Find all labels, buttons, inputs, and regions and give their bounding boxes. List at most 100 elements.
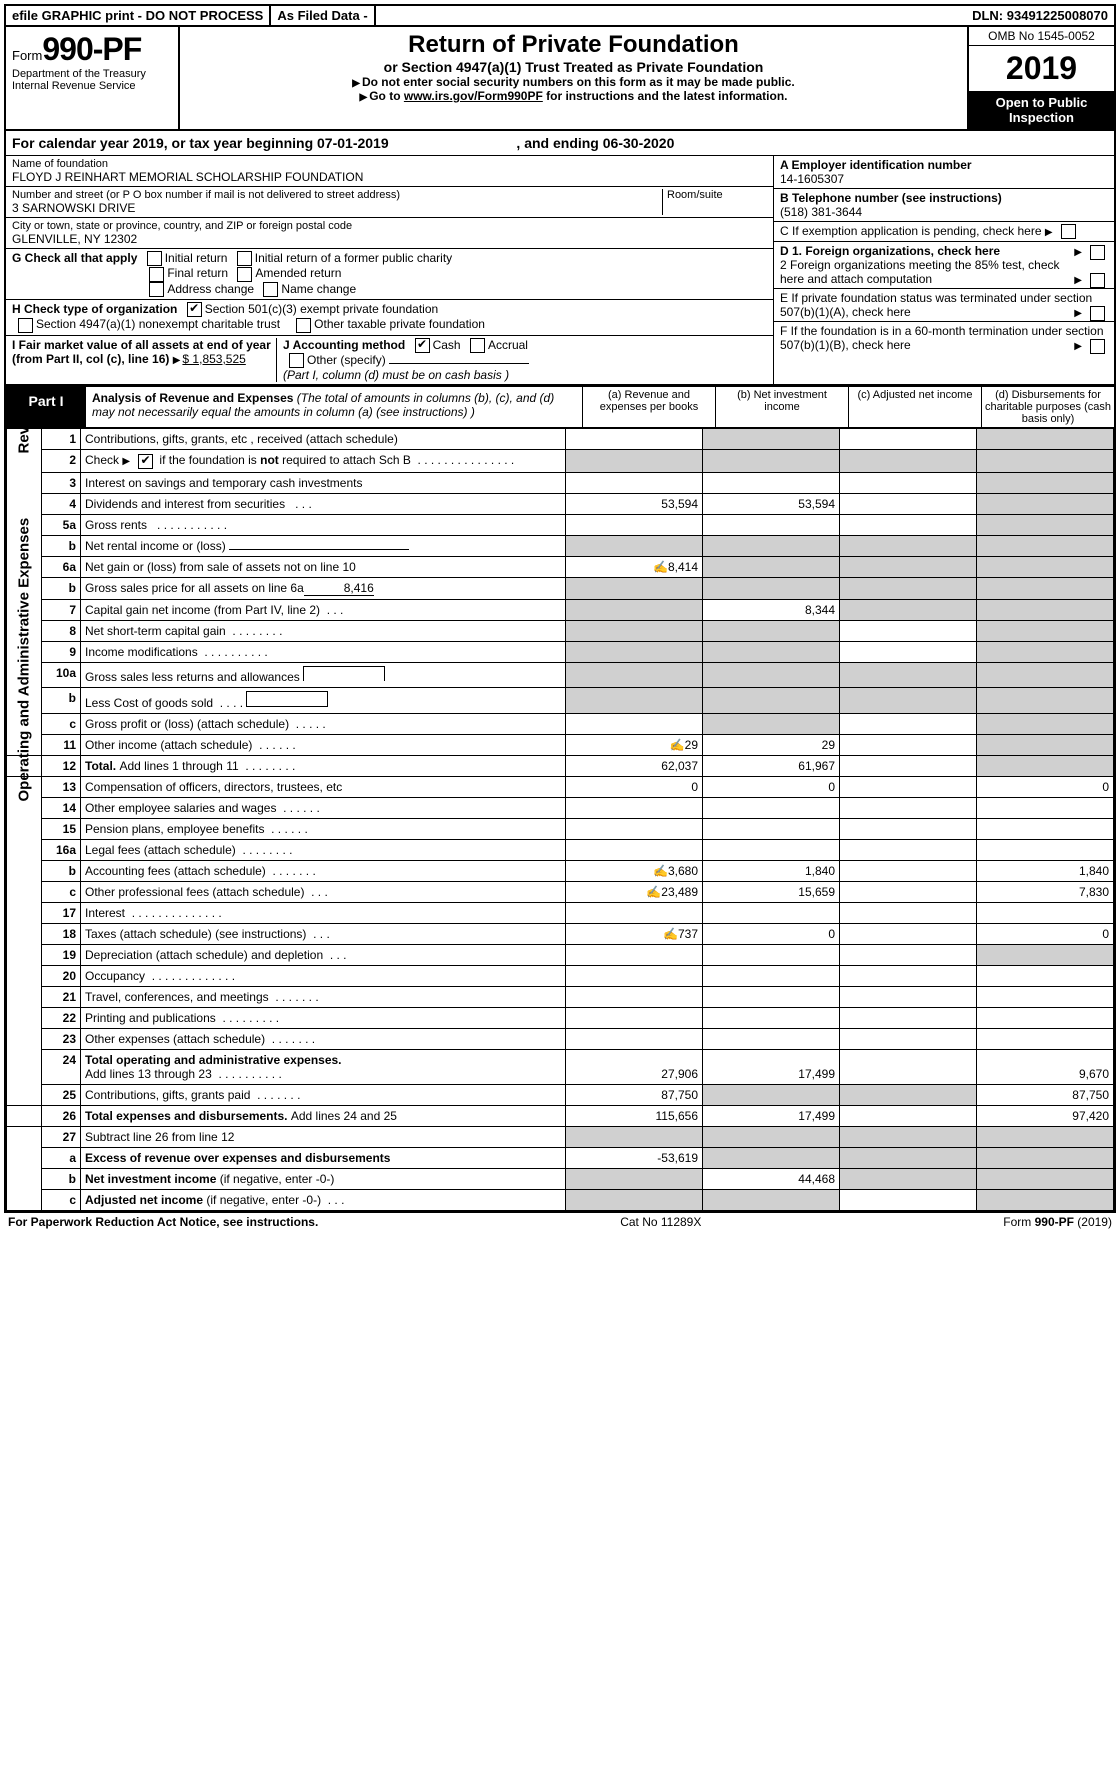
table-row: 22Printing and publications . . . . . . … bbox=[7, 1007, 1114, 1028]
line-num: 1 bbox=[42, 429, 81, 450]
city-value: GLENVILLE, NY 12302 bbox=[12, 232, 767, 246]
checkbox-cash[interactable] bbox=[415, 338, 430, 353]
checkbox-other[interactable] bbox=[289, 353, 304, 368]
city-row: City or town, state or province, country… bbox=[6, 218, 773, 249]
checkbox-name-change[interactable] bbox=[263, 282, 278, 297]
line-desc: Dividends and interest from securities .… bbox=[81, 493, 566, 514]
checkbox-initial-former[interactable] bbox=[237, 251, 252, 266]
g-opt-3: Amended return bbox=[255, 266, 341, 280]
checkbox-4947a1[interactable] bbox=[18, 318, 33, 333]
footer-left: For Paperwork Reduction Act Notice, see … bbox=[8, 1215, 318, 1229]
checkbox-c[interactable] bbox=[1061, 224, 1076, 239]
line-num: 17 bbox=[42, 902, 81, 923]
header-right: OMB No 1545-0052 2019 Open to Public Ins… bbox=[967, 27, 1114, 129]
line-desc: Pension plans, employee benefits . . . .… bbox=[81, 818, 566, 839]
checkbox-final-return[interactable] bbox=[149, 267, 164, 282]
line-num: 6a bbox=[42, 556, 81, 577]
top-bar: efile GRAPHIC print - DO NOT PROCESS As … bbox=[6, 6, 1114, 27]
checkbox-501c3[interactable] bbox=[187, 302, 202, 317]
checkbox-e[interactable] bbox=[1090, 306, 1105, 321]
line-num: 24 bbox=[42, 1049, 81, 1084]
amt-b: 17,499 bbox=[703, 1105, 840, 1126]
line-desc: Less Cost of goods sold . . . . bbox=[81, 687, 566, 713]
table-row: bGross sales price for all assets on lin… bbox=[7, 577, 1114, 599]
line-desc: Gross profit or (loss) (attach schedule)… bbox=[81, 713, 566, 734]
line-desc: Occupancy . . . . . . . . . . . . . bbox=[81, 965, 566, 986]
amt-b: 53,594 bbox=[703, 493, 840, 514]
line-desc: Total expenses and disbursements. Add li… bbox=[81, 1105, 566, 1126]
line-desc: Subtract line 26 from line 12 bbox=[81, 1126, 566, 1147]
table-row: 23Other expenses (attach schedule) . . .… bbox=[7, 1028, 1114, 1049]
line-desc: Interest . . . . . . . . . . . . . . bbox=[81, 902, 566, 923]
dln-label: DLN: bbox=[972, 8, 1003, 23]
header-row: Form990-PF Department of the Treasury In… bbox=[6, 27, 1114, 131]
line-desc: Other professional fees (attach schedule… bbox=[81, 881, 566, 902]
table-row: Revenue 1Contributions, gifts, grants, e… bbox=[7, 429, 1114, 450]
table-row: 19Depreciation (attach schedule) and dep… bbox=[7, 944, 1114, 965]
amt-a: 27,906 bbox=[566, 1049, 703, 1084]
line-num: 18 bbox=[42, 923, 81, 944]
line-num: 14 bbox=[42, 797, 81, 818]
attachment-icon[interactable]: ✍ bbox=[646, 864, 668, 878]
g-label: G Check all that apply bbox=[12, 251, 137, 265]
line-num: 8 bbox=[42, 620, 81, 641]
irs-link[interactable]: www.irs.gov/Form990PF bbox=[404, 89, 543, 103]
tax-year: 2019 bbox=[969, 46, 1114, 91]
table-row: cGross profit or (loss) (attach schedule… bbox=[7, 713, 1114, 734]
line-num: 22 bbox=[42, 1007, 81, 1028]
attachment-icon[interactable]: ✍ bbox=[663, 738, 685, 752]
line-num: c bbox=[42, 881, 81, 902]
line-desc: Check if the foundation is not required … bbox=[81, 450, 566, 472]
name-label: Name of foundation bbox=[12, 158, 767, 170]
table-row: 8Net short-term capital gain . . . . . .… bbox=[7, 620, 1114, 641]
dept-treasury: Department of the Treasury bbox=[12, 68, 172, 80]
section-c: C If exemption application is pending, c… bbox=[774, 222, 1114, 242]
g-opt-5: Name change bbox=[281, 282, 356, 296]
line-num: 10a bbox=[42, 662, 81, 687]
line-num: c bbox=[42, 713, 81, 734]
checkbox-d2[interactable] bbox=[1090, 273, 1105, 288]
line-desc: Compensation of officers, directors, tru… bbox=[81, 776, 566, 797]
attachment-icon[interactable]: ✍ bbox=[656, 927, 678, 941]
h-opt-3: Other taxable private foundation bbox=[314, 317, 485, 331]
checkbox-accrual[interactable] bbox=[470, 338, 485, 353]
checkbox-address-change[interactable] bbox=[149, 282, 164, 297]
amt-a: 62,037 bbox=[566, 755, 703, 776]
line-num: b bbox=[42, 535, 81, 556]
line-desc: Taxes (attach schedule) (see instruction… bbox=[81, 923, 566, 944]
amt-a: 87,750 bbox=[566, 1084, 703, 1105]
checkbox-other-taxable[interactable] bbox=[296, 318, 311, 333]
cal-begin: 07-01-2019 bbox=[317, 135, 389, 151]
line-desc: Contributions, gifts, grants, etc , rece… bbox=[81, 429, 566, 450]
expenses-side-label: Operating and Administrative Expenses bbox=[7, 776, 42, 1105]
arrow-icon bbox=[360, 89, 370, 103]
amt-a: 115,656 bbox=[566, 1105, 703, 1126]
attachment-icon[interactable]: ✍ bbox=[646, 560, 668, 574]
checkbox-d1[interactable] bbox=[1090, 245, 1105, 260]
attachment-icon[interactable]: ✍ bbox=[639, 885, 661, 899]
checkbox-amended[interactable] bbox=[237, 267, 252, 282]
table-row: 25Contributions, gifts, grants paid . . … bbox=[7, 1084, 1114, 1105]
checkbox-f[interactable] bbox=[1090, 339, 1105, 354]
cal-mid: , and ending bbox=[516, 135, 602, 151]
part1-title: Analysis of Revenue and Expenses bbox=[92, 391, 293, 405]
amt-a: ✍23,489 bbox=[566, 881, 703, 902]
form-subtitle: or Section 4947(a)(1) Trust Treated as P… bbox=[186, 59, 961, 75]
info-right: A Employer identification number 14-1605… bbox=[773, 156, 1114, 384]
table-row: 27Subtract line 26 from line 12 bbox=[7, 1126, 1114, 1147]
h-label: H Check type of organization bbox=[12, 302, 177, 316]
amt-b: 44,468 bbox=[703, 1168, 840, 1189]
foundation-name: FLOYD J REINHART MEMORIAL SCHOLARSHIP FO… bbox=[12, 170, 767, 184]
section-d: D 1. Foreign organizations, check here 2… bbox=[774, 242, 1114, 289]
table-row: 5aGross rents . . . . . . . . . . . bbox=[7, 514, 1114, 535]
table-row: 2Check if the foundation is not required… bbox=[7, 450, 1114, 472]
checkbox-sch-b[interactable] bbox=[138, 454, 153, 469]
checkbox-initial-return[interactable] bbox=[147, 251, 162, 266]
line-desc: Other employee salaries and wages . . . … bbox=[81, 797, 566, 818]
line-num: 15 bbox=[42, 818, 81, 839]
form-instruction-2: Go to www.irs.gov/Form990PF for instruct… bbox=[186, 89, 961, 103]
amt-b: 0 bbox=[703, 776, 840, 797]
dln-cell: DLN: 93491225008070 bbox=[966, 6, 1114, 25]
section-f: F If the foundation is in a 60-month ter… bbox=[774, 322, 1114, 354]
table-row: 14Other employee salaries and wages . . … bbox=[7, 797, 1114, 818]
